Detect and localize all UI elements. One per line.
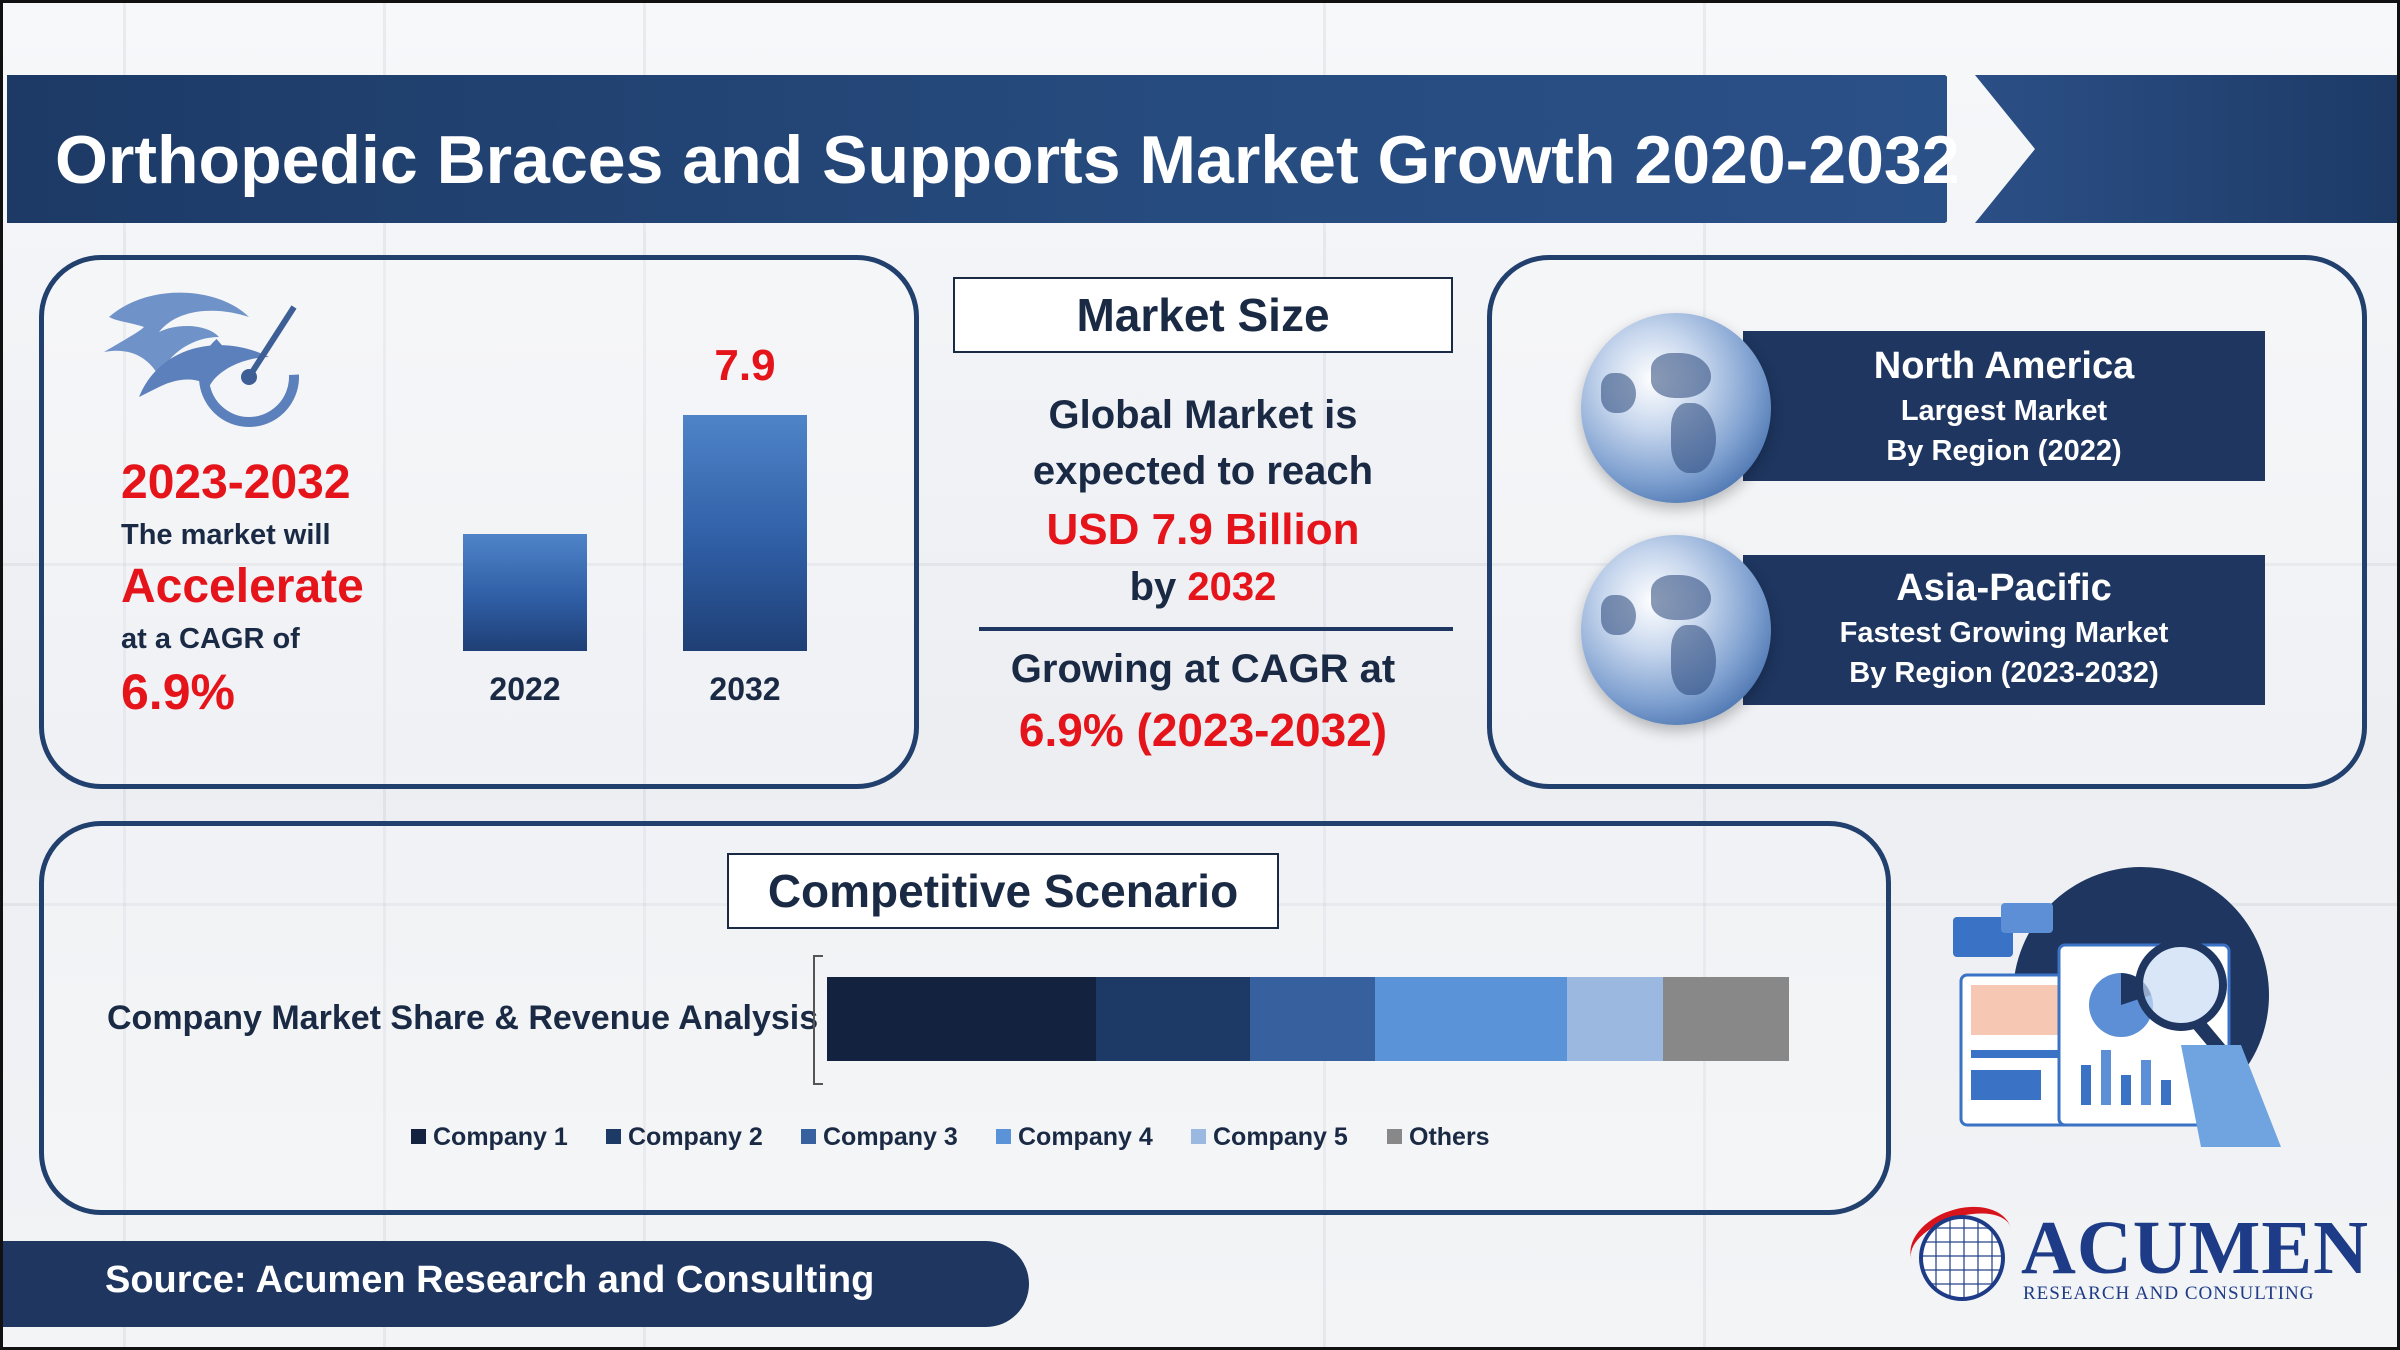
region-band-north-america: [1743, 331, 2265, 481]
share-segment-2: [1096, 977, 1250, 1061]
region-2-name: Asia-Pacific: [1896, 567, 2112, 609]
source-banner: [3, 1241, 1029, 1327]
legend-label: Company 3: [823, 1123, 958, 1151]
share-segment-5: [1567, 977, 1663, 1061]
speedometer-icon: [104, 292, 299, 427]
background-line: [383, 3, 386, 1347]
bar-2022: [463, 534, 587, 651]
legend-swatch: [1387, 1129, 1402, 1144]
share-segment-1: [827, 977, 1096, 1061]
background-line: [1323, 3, 1326, 1347]
market-will-text: The market will: [121, 519, 331, 551]
region-band-asia-pacific: [1743, 555, 2265, 705]
legend-item: Company 4: [996, 1123, 1153, 1152]
logo-subtitle: RESEARCH AND CONSULTING: [2023, 1283, 2315, 1304]
page-title: Orthopedic Braces and Supports Market Gr…: [55, 122, 1960, 198]
bar-tick-label: 2022: [489, 671, 561, 707]
globe-icon: [1581, 535, 1771, 725]
region-1-name: North America: [1873, 345, 2135, 387]
share-segment-6: [1663, 977, 1789, 1061]
growth-value-text: 6.9% (2023-2032): [1018, 704, 1388, 756]
legend-item: Company 1: [411, 1123, 568, 1152]
legend-item: Company 2: [606, 1123, 763, 1152]
share-segment-3: [1250, 977, 1375, 1061]
legend-label: Company 4: [1018, 1123, 1153, 1151]
legend-item: Company 5: [1191, 1123, 1348, 1152]
growing-cagr-text: Growing at CAGR at: [1010, 647, 1396, 691]
region-1-desc: Largest Market: [1900, 395, 2108, 427]
legend-label: Company 2: [628, 1123, 763, 1151]
legend-item: Others: [1387, 1123, 1490, 1152]
cagr-of-text: at a CAGR of: [121, 623, 300, 655]
bar-tick-label: 2032: [709, 671, 781, 707]
legend-swatch: [606, 1129, 621, 1144]
cagr-value: 6.9%: [121, 664, 235, 720]
forecast-period: 2023-2032: [121, 456, 351, 509]
target-year: 2032: [1187, 565, 1277, 609]
source-text: Source: Acumen Research and Consulting: [105, 1259, 875, 1301]
legend-swatch: [1191, 1129, 1206, 1144]
by-label: by: [1129, 565, 1177, 609]
bar-data-label: 7.9: [714, 341, 776, 390]
background-line: [123, 3, 126, 1347]
share-segment-4: [1375, 977, 1567, 1061]
legend-swatch: [801, 1129, 816, 1144]
divider: [979, 627, 1453, 631]
legend-swatch: [411, 1129, 426, 1144]
market-size-heading: Market Size: [953, 277, 1453, 353]
background-line: [643, 3, 646, 1347]
logo-name: ACUMEN: [2021, 1206, 2369, 1290]
axis-bracket: [813, 955, 823, 1085]
region-2-period: By Region (2023-2032): [1849, 657, 2159, 689]
legend-item: Company 3: [801, 1123, 958, 1152]
expected-text: expected to reach: [1032, 449, 1374, 493]
global-market-text: Global Market is: [1048, 393, 1358, 437]
region-2-desc: Fastest Growing Market: [1839, 617, 2169, 649]
by-year-text: by 2032: [953, 565, 1453, 610]
market-value-text: USD 7.9 Billion: [1046, 505, 1360, 554]
legend-label: Company 1: [433, 1123, 568, 1151]
legend-label: Company 5: [1213, 1123, 1348, 1151]
globe-icon: [1581, 313, 1771, 503]
bar-2032: [683, 415, 807, 651]
title-banner-arrow: [1975, 75, 2397, 223]
competitive-heading: Competitive Scenario: [727, 853, 1279, 929]
acumen-logo-icon: [1919, 1215, 2005, 1301]
legend-label: Others: [1409, 1123, 1490, 1151]
share-analysis-label: Company Market Share & Revenue Analysis: [107, 999, 819, 1037]
region-1-period: By Region (2022): [1886, 435, 2122, 467]
background-line: [3, 563, 2397, 566]
title-banner: [7, 75, 1947, 223]
accelerate-text: Accelerate: [121, 560, 364, 613]
analytics-illustration-icon: [1953, 867, 2281, 1147]
legend-swatch: [996, 1129, 1011, 1144]
